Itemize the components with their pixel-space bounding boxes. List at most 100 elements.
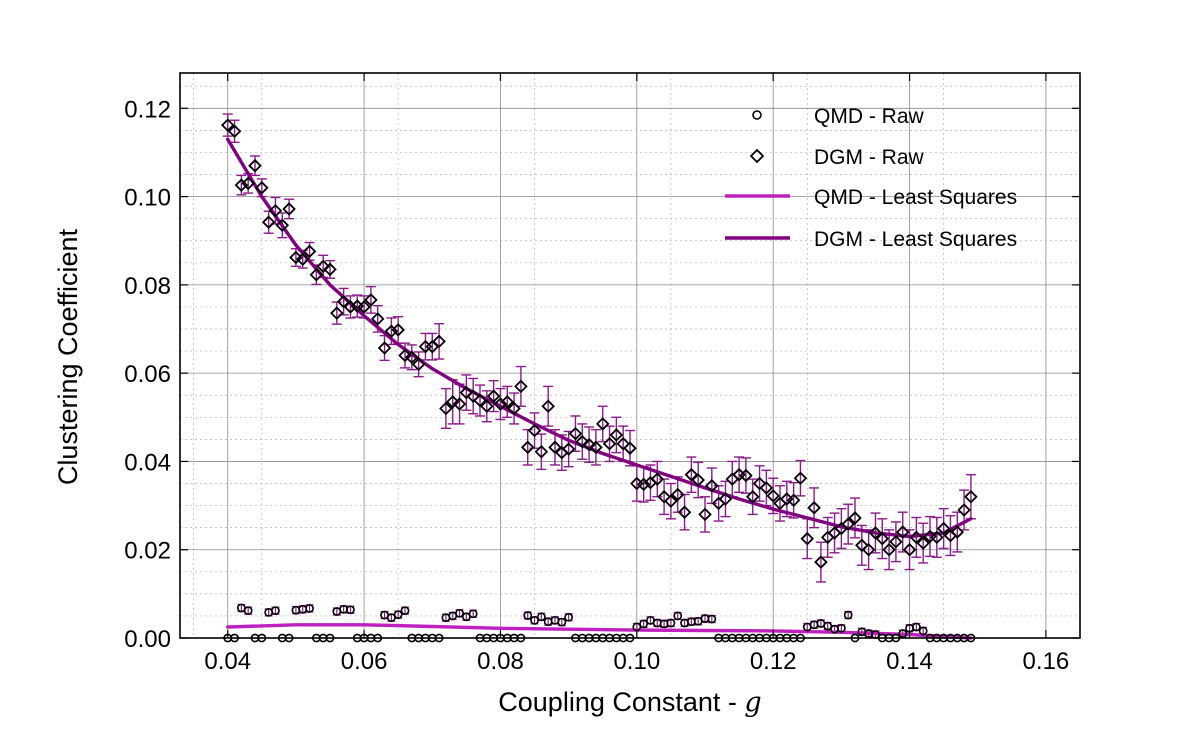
dgm-raw-point xyxy=(705,478,719,493)
dgm-errorbar xyxy=(284,198,295,220)
dgm-raw-point xyxy=(527,423,542,438)
dgm-raw-point xyxy=(330,306,344,320)
x-tick-label: 0.14 xyxy=(886,648,933,675)
dgm-raw-point xyxy=(868,526,883,540)
qmd-raw-point xyxy=(557,617,567,627)
dgm-errorbar xyxy=(379,334,390,362)
dgm-errorbar xyxy=(740,457,751,494)
dgm-errorbar xyxy=(897,511,908,553)
dgm-raw-point xyxy=(793,471,808,485)
dgm-errorbar xyxy=(686,456,697,494)
y-tick-label: 0.04 xyxy=(124,449,171,476)
dgm-raw-point xyxy=(875,531,890,546)
dgm-raw-point xyxy=(636,477,651,492)
dgm-errorbar xyxy=(754,465,765,502)
qmd-raw-point xyxy=(271,606,280,616)
dgm-raw-point xyxy=(602,437,617,451)
qmd-raw-point xyxy=(346,605,355,615)
dgm-raw-point xyxy=(589,440,603,455)
dgm-raw-point xyxy=(739,468,753,483)
dgm-errorbar xyxy=(502,385,513,418)
dgm-errorbar xyxy=(352,294,363,318)
dgm-errorbar xyxy=(413,351,424,378)
dgm-errorbar xyxy=(802,518,813,560)
dgm-raw-point xyxy=(609,428,624,442)
legend: QMD - Raw DGM - Raw QMD - Least Squares DGM… xyxy=(725,105,1017,251)
dgm-raw-point xyxy=(486,389,501,403)
x-tick-label: 0.16 xyxy=(1023,648,1070,675)
dgm-raw-point xyxy=(548,440,562,455)
dgm-raw-point xyxy=(657,489,671,504)
dgm-errorbar xyxy=(665,482,676,520)
dgm-errorbar xyxy=(461,374,472,411)
dgm-raw-point xyxy=(384,324,399,338)
qmd-raw-point xyxy=(393,610,403,620)
dgm-raw-point xyxy=(275,218,290,233)
x-tick-label: 0.08 xyxy=(477,648,524,675)
dgm-raw-point xyxy=(909,530,924,545)
x-axis-label: Coupling Constant - g xyxy=(498,687,761,718)
dgm-errorbar xyxy=(659,478,670,516)
qmd-raw-point xyxy=(639,619,649,629)
dgm-errorbar xyxy=(652,460,663,498)
dgm-errorbar xyxy=(877,518,888,560)
dgm-errorbar xyxy=(734,456,745,494)
dgm-raw-point xyxy=(370,312,385,326)
qmd-raw-point xyxy=(918,626,928,636)
dgm-raw-point xyxy=(882,542,896,557)
x-tick-label: 0.04 xyxy=(204,648,251,675)
dgm-errorbar xyxy=(815,541,826,583)
dgm-raw-point xyxy=(364,293,378,307)
dgm-raw-point xyxy=(786,493,801,508)
dgm-errorbar xyxy=(829,512,840,554)
legend-dgm-raw-marker xyxy=(749,148,765,164)
dgm-raw-point xyxy=(405,350,419,365)
dgm-raw-point xyxy=(964,489,978,504)
dgm-raw-point xyxy=(541,399,555,414)
dgm-raw-point xyxy=(568,426,583,441)
dgm-raw-point xyxy=(439,401,453,416)
y-tick-label: 0.02 xyxy=(124,538,171,565)
dgm-errorbar xyxy=(522,428,533,466)
dgm-raw-point xyxy=(459,385,474,400)
qmd-raw-point xyxy=(400,606,410,616)
dgm-raw-point xyxy=(452,397,467,411)
dgm-raw-point xyxy=(800,531,815,546)
dgm-raw-point xyxy=(302,244,317,259)
tick-layer: 0.04 0.06 0.08 0.10 0.12 0.14 0.16 0.00 0.02 0.04… xyxy=(124,73,1080,675)
legend-label: DGM - Raw xyxy=(814,146,925,169)
dgm-errorbar xyxy=(884,529,895,571)
dgm-raw-point xyxy=(227,124,242,139)
legend-label: QMD - Raw xyxy=(814,105,925,128)
dgm-errorbar xyxy=(543,385,554,427)
dgm-raw-point xyxy=(677,505,692,519)
dgm-errorbar xyxy=(536,433,547,471)
dgm-raw-point xyxy=(684,467,699,482)
dgm-errorbar xyxy=(727,460,738,498)
dgm-errorbar xyxy=(945,515,956,557)
dgm-raw-point xyxy=(698,507,712,522)
dgm-raw-point xyxy=(814,555,828,569)
dgm-raw-point xyxy=(534,444,549,459)
dgm-raw-point xyxy=(902,542,917,557)
dgm-raw-point xyxy=(718,492,733,506)
y-tick-label: 0.08 xyxy=(124,273,171,300)
dgm-errorbar xyxy=(611,416,622,454)
qmd-raw-point xyxy=(911,622,921,632)
legend-label: QMD - Least Squares xyxy=(814,186,1017,209)
dgm-errorbar xyxy=(918,522,929,564)
dgm-errorbar xyxy=(427,332,438,361)
dgm-errorbar xyxy=(584,426,595,464)
dgm-errorbar xyxy=(747,478,758,516)
dgm-raw-point xyxy=(855,538,869,553)
x-tick-label: 0.12 xyxy=(750,648,797,675)
dgm-errorbar xyxy=(693,461,704,499)
dgm-errorbar xyxy=(331,301,342,325)
dgm-raw-point xyxy=(411,357,426,372)
qmd-raw-point xyxy=(564,612,574,622)
dgm-raw-point xyxy=(664,494,678,508)
dgm-raw-point xyxy=(480,399,494,414)
dgm-errorbar xyxy=(931,516,942,558)
dgm-raw-point xyxy=(473,393,487,408)
dgm-errorbar xyxy=(468,377,479,415)
